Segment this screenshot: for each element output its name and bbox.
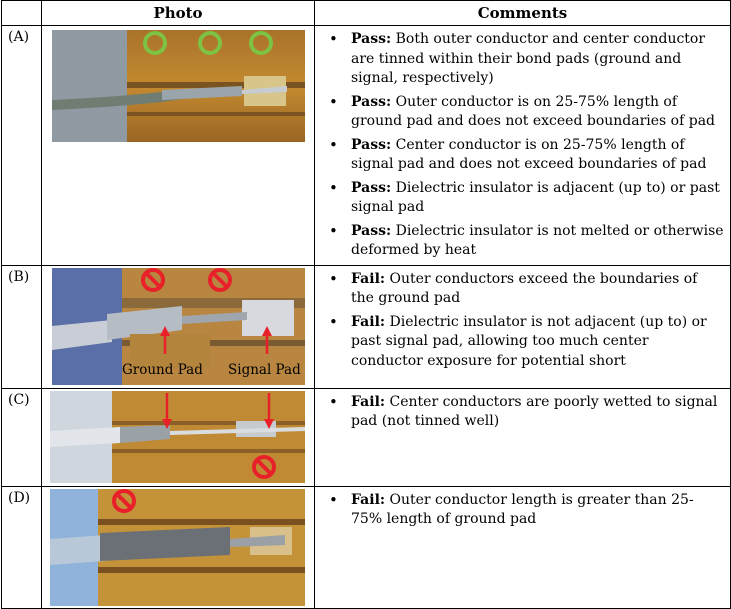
corner-cell [1, 0, 42, 26]
photo-cell [41, 485, 315, 609]
fail-marker-icon [141, 267, 165, 292]
verdict: Pass: [351, 222, 392, 239]
table-row: (C) [1, 387, 731, 487]
center-conductor [242, 86, 287, 94]
photo-c [50, 390, 305, 483]
comment-text: Center conductors are poorly wetted to s… [351, 393, 718, 430]
signal-pad-label: Signal Pad [228, 361, 301, 378]
pad-region [98, 566, 305, 573]
comment-text: Dielectric insulator is not melted or ot… [351, 222, 724, 259]
photo-cell: Ground Pad Signal Pad [41, 264, 315, 389]
verdict: Fail: [351, 270, 386, 287]
pad-region [112, 448, 305, 453]
row-label: (C) [1, 387, 42, 487]
coax-shield [50, 534, 105, 565]
arrow-up-icon [262, 325, 272, 354]
list-item: Pass: Dielectric insulator is not melted… [327, 222, 724, 261]
pad-region [98, 518, 305, 525]
outer-conductor [100, 526, 230, 561]
verdict: Pass: [351, 179, 392, 196]
verdict: Pass: [351, 93, 392, 110]
ground-pad-area [130, 333, 210, 368]
pad-region [122, 339, 305, 346]
arrow-down-icon [162, 392, 172, 429]
verdict: Pass: [351, 31, 392, 47]
comment-text: Dielectric insulator is not adjacent (up… [351, 313, 707, 369]
list-item: Fail: Dielectric insulator is not adjace… [327, 313, 724, 372]
pass-marker-icon [143, 31, 167, 55]
photo-cell [41, 387, 315, 487]
fail-marker-icon [252, 454, 276, 479]
comments-header: Comments [314, 0, 731, 26]
comment-list: Fail: Center conductors are poorly wette… [327, 393, 724, 432]
comments-cell: Fail: Outer conductor length is greater … [314, 485, 731, 609]
comment-list: Fail: Outer conductors exceed the bounda… [327, 270, 724, 372]
row-label: (D) [1, 485, 42, 609]
fail-marker-icon [208, 267, 232, 292]
verdict: Fail: [351, 313, 386, 330]
list-item: Pass: Center conductor is on 25-75% leng… [327, 136, 724, 175]
list-item: Fail: Center conductors are poorly wette… [327, 393, 724, 432]
center-conductor [182, 311, 247, 324]
photo-a [52, 30, 305, 142]
comment-text: Outer conductors exceed the boundaries o… [351, 270, 698, 307]
photo-b [52, 267, 305, 385]
pad-region [127, 112, 305, 116]
photo-header: Photo [41, 0, 315, 26]
photo-cell [41, 25, 315, 266]
center-conductor [170, 426, 305, 435]
verdict: Pass: [351, 136, 392, 153]
header-row: Photo Comments [1, 0, 731, 26]
list-item: Pass: Outer conductor is on 25-75% lengt… [327, 93, 724, 132]
comment-text: Outer conductor length is greater than 2… [351, 491, 694, 528]
comments-cell: Fail: Center conductors are poorly wette… [314, 387, 731, 487]
comment-text: Outer conductor is on 25-75% length of g… [351, 93, 716, 130]
outer-conductor [162, 86, 242, 100]
center-conductor [230, 534, 285, 547]
pad-region [122, 297, 305, 308]
coax-shield [52, 319, 112, 350]
fail-marker-icon [112, 488, 136, 513]
outer-conductor [120, 424, 170, 443]
row-label: (A) [1, 25, 42, 266]
list-item: Pass: Dielectric insulator is adjacent (… [327, 179, 724, 218]
pad-region [112, 420, 305, 425]
comment-text: Both outer conductor and center conducto… [351, 31, 706, 86]
list-item: Pass: Both outer conductor and center co… [327, 30, 724, 89]
table-row: (B) [1, 264, 731, 389]
verdict: Fail: [351, 491, 386, 508]
comment-text: Dielectric insulator is adjacent (up to)… [351, 179, 720, 216]
comment-list: Fail: Outer conductor length is greater … [327, 491, 724, 530]
verdict: Fail: [351, 393, 386, 410]
row-label: (B) [1, 264, 42, 389]
photo-d [50, 488, 305, 606]
pass-marker-icon [249, 31, 273, 55]
table-row: (A) [1, 25, 731, 266]
comments-cell: Pass: Both outer conductor and center co… [314, 25, 731, 266]
arrow-down-icon [264, 392, 274, 429]
comment-text: Center conductor is on 25-75% length of … [351, 136, 707, 173]
pass-marker-icon [198, 31, 222, 55]
arrow-up-icon [160, 325, 170, 354]
comments-cell: Fail: Outer conductors exceed the bounda… [314, 264, 731, 389]
metal-edge [52, 30, 127, 142]
list-item: Fail: Outer conductor length is greater … [327, 491, 724, 530]
table-row: (D) Fail: Outer conductor length is grea… [1, 485, 731, 609]
coax-shield [50, 426, 120, 447]
list-item: Fail: Outer conductors exceed the bounda… [327, 270, 724, 309]
pad-region [127, 82, 305, 88]
comment-list: Pass: Both outer conductor and center co… [327, 30, 724, 261]
ground-pad-label: Ground Pad [122, 361, 203, 378]
